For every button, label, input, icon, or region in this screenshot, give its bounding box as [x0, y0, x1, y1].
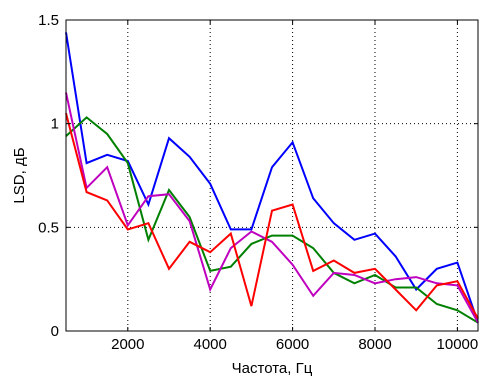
- grid: [66, 20, 478, 331]
- series-lines: [65, 32, 479, 324]
- series-line-2: [65, 116, 479, 324]
- y-tick-label: 1: [51, 116, 59, 133]
- y-tick-labels: 0 0.5 1 1.5: [38, 12, 59, 340]
- x-tick-label: 2000: [111, 336, 144, 353]
- x-tick-label: 6000: [276, 336, 309, 353]
- plot-frame: [65, 19, 479, 332]
- series-line-1: [65, 32, 479, 324]
- y-tick-label: 0.5: [38, 219, 59, 236]
- y-tick-label: 1.5: [38, 12, 59, 29]
- x-axis-label: Частота, Гц: [232, 360, 313, 377]
- series-line-4: [65, 113, 479, 320]
- y-axis-label: LSD, дБ: [11, 147, 28, 203]
- x-tick-label: 10000: [437, 336, 479, 353]
- x-tick-labels: 2000 4000 6000 8000 10000: [111, 336, 478, 353]
- x-tick-label: 4000: [194, 336, 227, 353]
- series-line-3: [65, 92, 479, 324]
- x-tick-label: 8000: [358, 336, 391, 353]
- y-tick-label: 0: [51, 323, 59, 340]
- tick-marks: [66, 19, 478, 332]
